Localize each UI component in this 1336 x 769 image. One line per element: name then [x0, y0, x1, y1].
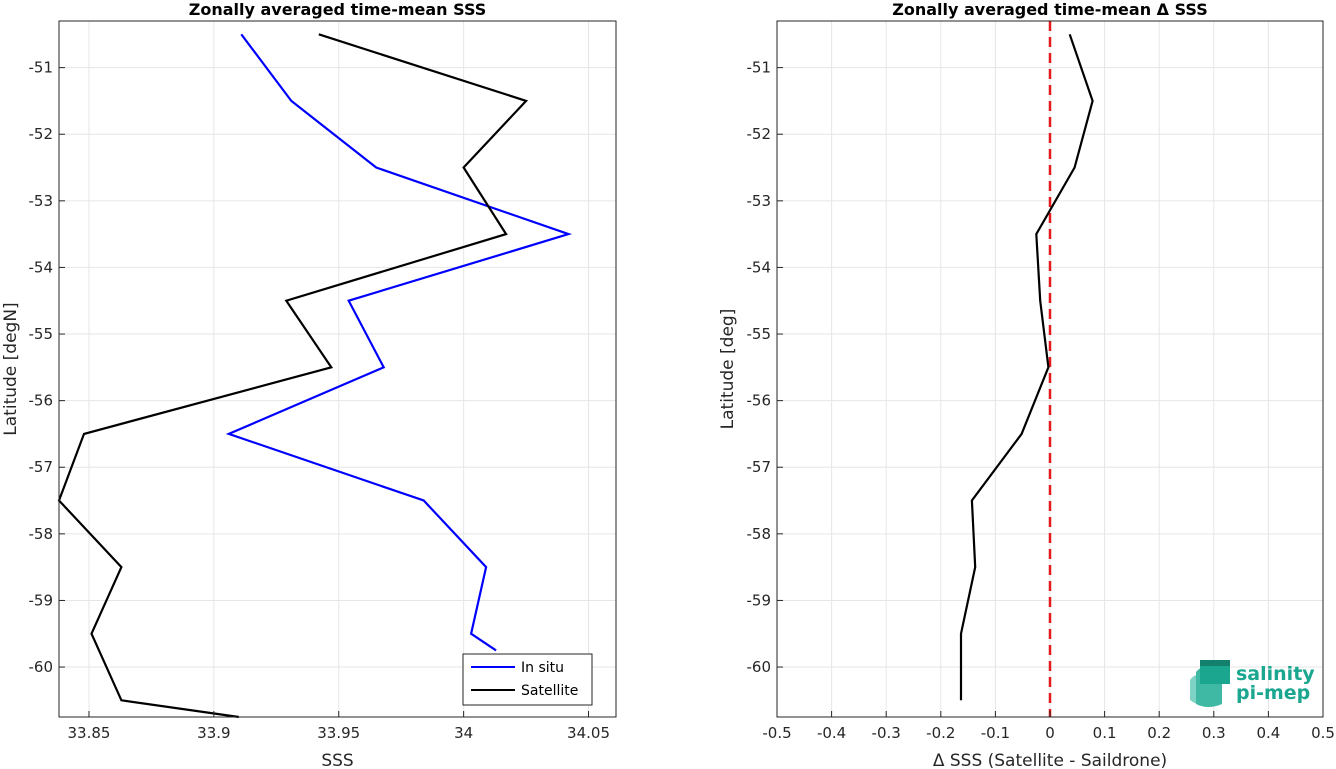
- y-tick-label: -58: [29, 525, 54, 543]
- x-tick-label: 0.3: [1202, 724, 1226, 742]
- y-tick-label: -60: [29, 658, 54, 676]
- legend-box: [462, 653, 593, 706]
- y-tick-label: -53: [29, 192, 54, 210]
- x-tick-label: -0.2: [926, 724, 955, 742]
- right-series: [959, 33, 1094, 701]
- right-y-axis-label: Latitude [deg]: [718, 309, 738, 430]
- y-tick-label: -54: [29, 258, 54, 276]
- logo-text-salinity: salinity: [1236, 663, 1315, 685]
- x-tick-label: 33.85: [67, 724, 110, 742]
- y-tick-label: -57: [29, 458, 54, 476]
- left-y-axis-label: Latitude [degN]: [1, 302, 21, 435]
- x-tick-label: -0.4: [817, 724, 846, 742]
- y-tick-label: -57: [747, 458, 772, 476]
- logo-text-pi-mep: pi-mep: [1236, 682, 1310, 704]
- x-tick-label: 0.1: [1093, 724, 1117, 742]
- y-tick-label: -51: [747, 59, 772, 77]
- y-tick-label: -53: [747, 192, 772, 210]
- legend-label-in-situ: In situ: [521, 660, 564, 676]
- x-tick-label: 0.5: [1311, 724, 1335, 742]
- panel-left-sss: 33.85 33.9 33.95 34 34.05 -51 -52 -53 -54 -55 -56 -…: [1, 0, 617, 769]
- x-tick-label: -0.1: [981, 724, 1010, 742]
- left-grid: [59, 21, 616, 717]
- y-tick-label: -59: [29, 591, 54, 609]
- y-tick-label: -59: [747, 591, 772, 609]
- y-tick-label: -55: [29, 325, 54, 343]
- series-line-in-situ: [225, 33, 573, 652]
- left-chart-title: Zonally averaged time-mean SSS: [189, 0, 487, 19]
- x-tick-label: 34: [454, 724, 473, 742]
- left-ticks: 33.85 33.9 33.95 34 34.05 -51 -52 -53 -54 -55 -56 -…: [29, 59, 611, 742]
- series-line-satellite: [57, 33, 529, 719]
- y-tick-label: -52: [747, 125, 772, 143]
- y-tick-label: -58: [747, 525, 772, 543]
- y-tick-label: -56: [29, 392, 54, 410]
- right-x-axis-label: Δ SSS (Satellite - Saildrone): [933, 751, 1167, 769]
- series-line-delta-sss: [959, 33, 1094, 701]
- left-x-axis-label: SSS: [321, 751, 353, 769]
- x-tick-label: 33.95: [317, 724, 360, 742]
- x-tick-label: -0.3: [872, 724, 901, 742]
- y-tick-label: -54: [747, 258, 772, 276]
- x-tick-label: 0.4: [1256, 724, 1280, 742]
- left-axes-frame: [58, 20, 617, 718]
- y-tick-label: -51: [29, 59, 54, 77]
- x-tick-label: 0.2: [1147, 724, 1171, 742]
- legend-label-satellite: Satellite: [521, 683, 578, 699]
- left-series: [57, 33, 573, 719]
- panel-right-delta-sss: -0.5 -0.4 -0.3 -0.2 -0.1 0 0.1 0.2 0.3 0.4 0.5 -51 -…: [718, 0, 1335, 769]
- legend: In situ Satellite: [462, 653, 593, 706]
- x-tick-label: 33.9: [197, 724, 230, 742]
- logo-wave-icon: [1190, 660, 1230, 707]
- y-tick-label: -60: [747, 658, 772, 676]
- y-tick-label: -56: [747, 392, 772, 410]
- y-tick-label: -52: [29, 125, 54, 143]
- x-tick-label: 34.05: [567, 724, 610, 742]
- right-ticks: -0.5 -0.4 -0.3 -0.2 -0.1 0 0.1 0.2 0.3 0.4 0.5 -51 -…: [747, 59, 1335, 742]
- x-tick-label: -0.5: [762, 724, 791, 742]
- x-tick-label: 0: [1045, 724, 1055, 742]
- salinity-pi-mep-logo: salinity pi-mep: [1190, 660, 1315, 707]
- y-tick-label: -55: [747, 325, 772, 343]
- right-chart-title: Zonally averaged time-mean Δ SSS: [892, 0, 1208, 19]
- left-plot-area: [59, 21, 616, 717]
